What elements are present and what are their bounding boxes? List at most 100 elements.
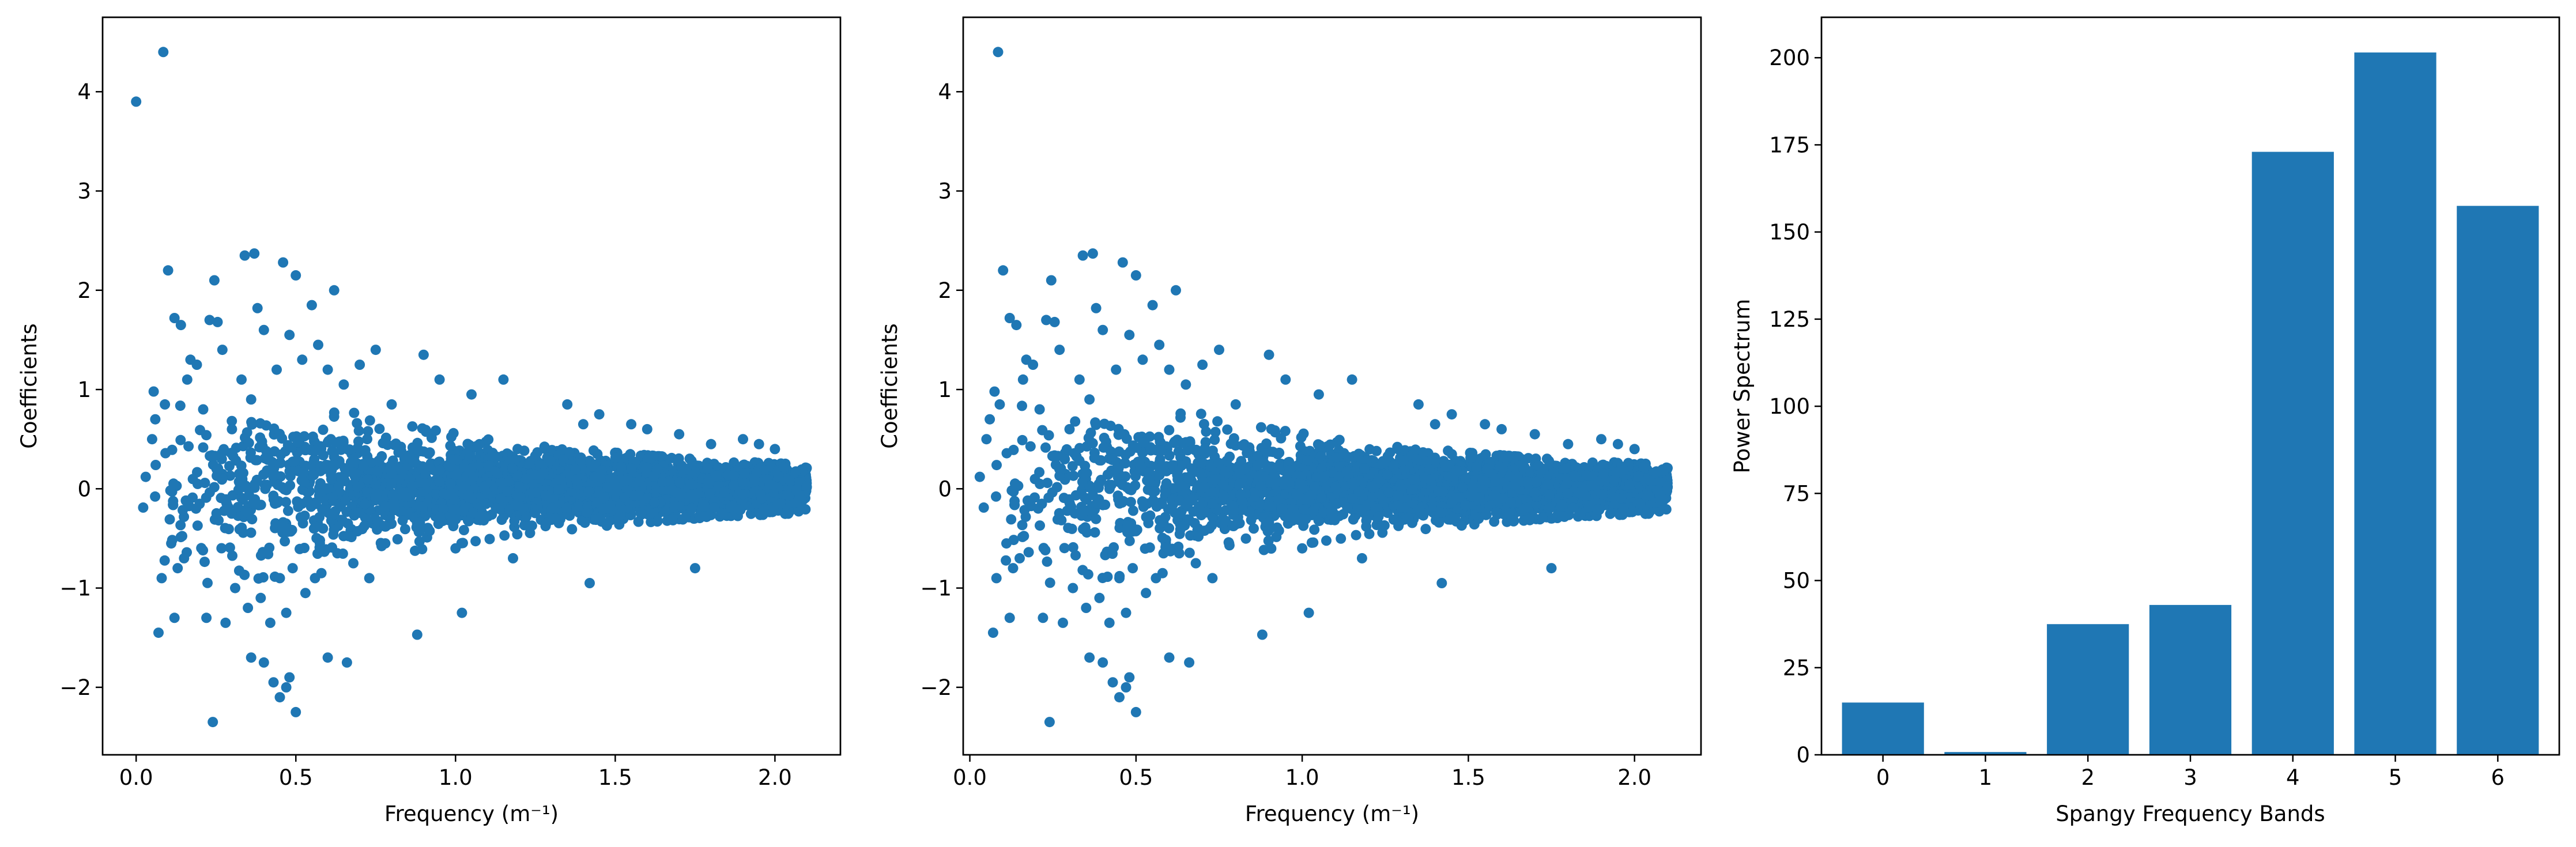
scatter-point (226, 508, 237, 519)
scatter-point (571, 475, 582, 486)
scatter-point (277, 520, 288, 531)
scatter-point (195, 425, 205, 436)
scatter-point (243, 437, 254, 448)
scatter-point (380, 538, 391, 549)
scatter-point (304, 486, 315, 497)
scatter-point (619, 492, 630, 503)
scatter-point (140, 471, 151, 482)
scatter-point (213, 463, 224, 474)
scatter-point (1206, 520, 1217, 531)
scatter-point (365, 457, 376, 468)
scatter-point (583, 486, 594, 497)
scatter-point (558, 453, 569, 464)
scatter-point (417, 544, 428, 555)
scatter-point (361, 485, 372, 496)
scatter-point (519, 445, 530, 456)
scatter-point (725, 502, 736, 513)
scatter-point (562, 399, 573, 410)
scatter-point (275, 457, 286, 468)
scatter-point (664, 477, 675, 487)
scatter-point (445, 478, 456, 489)
scatter-point (1249, 523, 1259, 534)
scatter-point (255, 592, 266, 603)
scatter-point (300, 588, 311, 599)
scatter-point (1023, 547, 1034, 558)
scatter-point (435, 512, 446, 523)
scatter-point (738, 434, 748, 445)
scatter-point (321, 459, 331, 470)
scatter-point (352, 526, 363, 536)
scatter-point (338, 436, 349, 447)
scatter-point (687, 503, 697, 513)
x-tick-label: 1.5 (598, 765, 632, 790)
scatter-point (236, 460, 247, 471)
scatter-point (287, 563, 298, 574)
scatter-point (330, 460, 341, 471)
scatter-point (274, 573, 285, 584)
scatter-point (236, 522, 247, 533)
scatter-point (370, 345, 381, 356)
scatter-point (204, 487, 215, 498)
scatter-point (699, 499, 710, 510)
scatter-point (574, 501, 585, 512)
scatter-point (322, 437, 333, 448)
y-tick-label: 2 (77, 278, 91, 303)
scatter-point (635, 507, 646, 518)
scatter-point (175, 400, 186, 411)
scatter-point (476, 510, 486, 521)
scatter-point (328, 529, 339, 540)
scatter-point (201, 612, 212, 623)
scatter-point (371, 466, 382, 477)
scatter-point (1557, 511, 1568, 521)
scatter-point (379, 521, 390, 532)
scatter-point (172, 563, 183, 574)
scatter-point (770, 444, 780, 455)
scatter-point (338, 379, 349, 390)
scatter-point (299, 476, 310, 487)
scatter-point (498, 374, 509, 385)
scatter-point (223, 524, 234, 535)
scatter-point (319, 546, 330, 557)
scatter-point (657, 477, 668, 487)
scatter-point (232, 502, 243, 513)
scatter-point (315, 478, 326, 489)
scatter-point (247, 514, 258, 525)
scatter-point (599, 492, 610, 503)
scatter-point (221, 494, 232, 505)
scatter-point (1017, 400, 1027, 411)
scatter-point (386, 467, 397, 478)
scatter-point (1059, 543, 1070, 554)
scatter-point (711, 470, 722, 481)
scatter-point (175, 434, 186, 445)
scatter-point (224, 542, 235, 553)
scatter-point (291, 706, 301, 717)
scatter-point (553, 484, 564, 495)
scatter-point (202, 577, 213, 588)
scatter-point (991, 460, 1002, 471)
scatter-point (168, 478, 179, 489)
scatter-point (281, 497, 291, 508)
scatter-point (458, 506, 469, 517)
scatter-point (702, 463, 713, 474)
scatter-point (183, 441, 194, 452)
scatter-point (153, 627, 164, 638)
scatter-point (465, 451, 476, 462)
scatter-point (199, 557, 210, 568)
scatter-point (1266, 423, 1277, 434)
scatter-point (246, 527, 257, 538)
scatter-point (490, 466, 501, 477)
scatter-point (386, 478, 397, 489)
scatter-point (684, 453, 695, 464)
scatter-point (243, 603, 254, 613)
scatter-point (308, 470, 319, 481)
scatter-point (156, 573, 167, 584)
scatter-point (393, 447, 404, 458)
scatter-point (706, 438, 716, 449)
scatter-point (191, 503, 201, 514)
scatter-point (210, 451, 221, 462)
x-tick-label: 0.0 (119, 765, 153, 790)
scatter-point (521, 511, 531, 522)
scatter-point (187, 492, 198, 503)
scatter-point (1127, 505, 1138, 516)
